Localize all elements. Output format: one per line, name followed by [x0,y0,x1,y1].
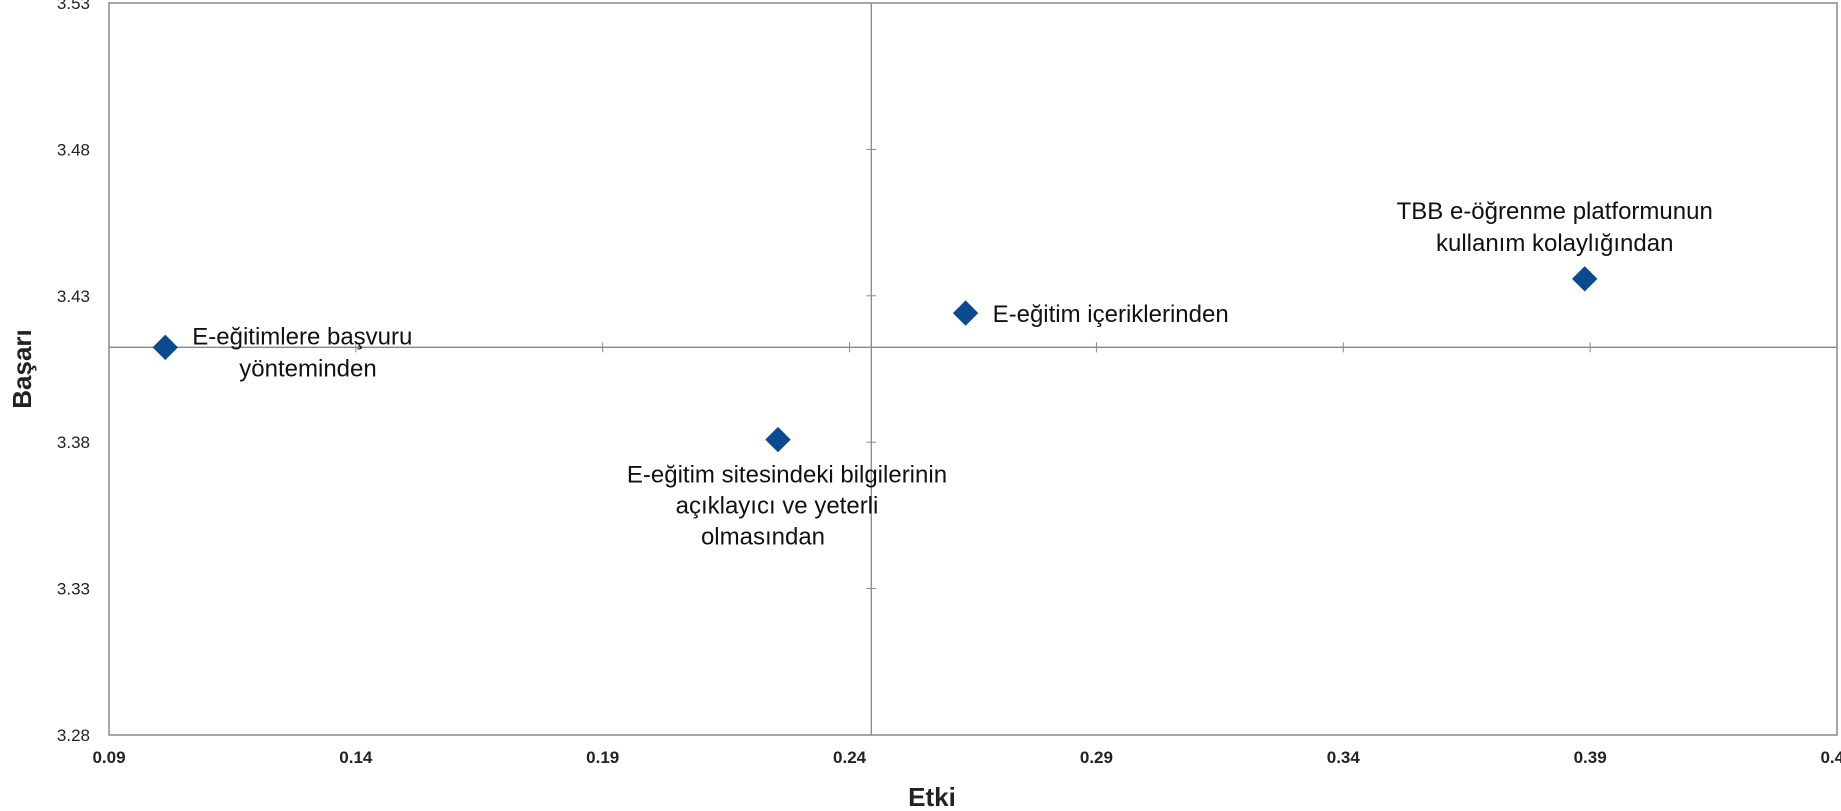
y-tick-label: 3.53 [57,0,90,13]
point-labels: E-eğitimlere başvuru yönteminden E-eğitim … [192,198,1713,551]
y-tick-label: 3.33 [57,580,90,599]
x-tick-label: 0.09 [92,748,125,767]
x-tick-label: 0.34 [1327,748,1361,767]
point-label: açıklayıcı ve yeterli [676,493,879,520]
x-tick-label: 0.24 [833,748,867,767]
point-label: TBB e-öğrenme platformunun [1397,198,1713,225]
x-tick-label: 0.14 [339,748,373,767]
point-label: kullanım kolaylığından [1436,230,1673,257]
y-tick-label: 3.28 [57,726,90,745]
x-tick-label: 0.39 [1574,748,1607,767]
data-point-marker [1572,266,1598,292]
data-points [152,266,1598,453]
x-tick-label: 0.44 [1820,748,1841,767]
x-tick-label: 0.19 [586,748,619,767]
data-point-marker [765,426,791,453]
x-tick-label: 0.29 [1080,748,1113,767]
y-tick-label: 3.48 [57,140,90,159]
point-label: E-eğitim içeriklerinden [993,301,1229,328]
point-label: olmasından [701,524,825,551]
data-point-marker [152,334,178,361]
y-axis-title: Başarı [7,329,37,409]
plot-area-border [108,2,1838,736]
y-tick-label: 3.38 [57,433,90,452]
data-point-marker [952,300,979,326]
axis-ticks: 0.09 0.14 0.19 0.24 0.29 0.34 0.39 0.44 3.28 3.33… [57,0,1841,767]
y-tick-label: 3.43 [57,287,90,306]
x-axis-title: Etki [908,782,956,811]
reference-lines [109,3,1837,735]
point-label: E-eğitim sitesindeki bilgilerinin [627,462,947,489]
point-label: yönteminden [239,355,376,382]
point-label: E-eğitimlere başvuru [192,323,412,350]
